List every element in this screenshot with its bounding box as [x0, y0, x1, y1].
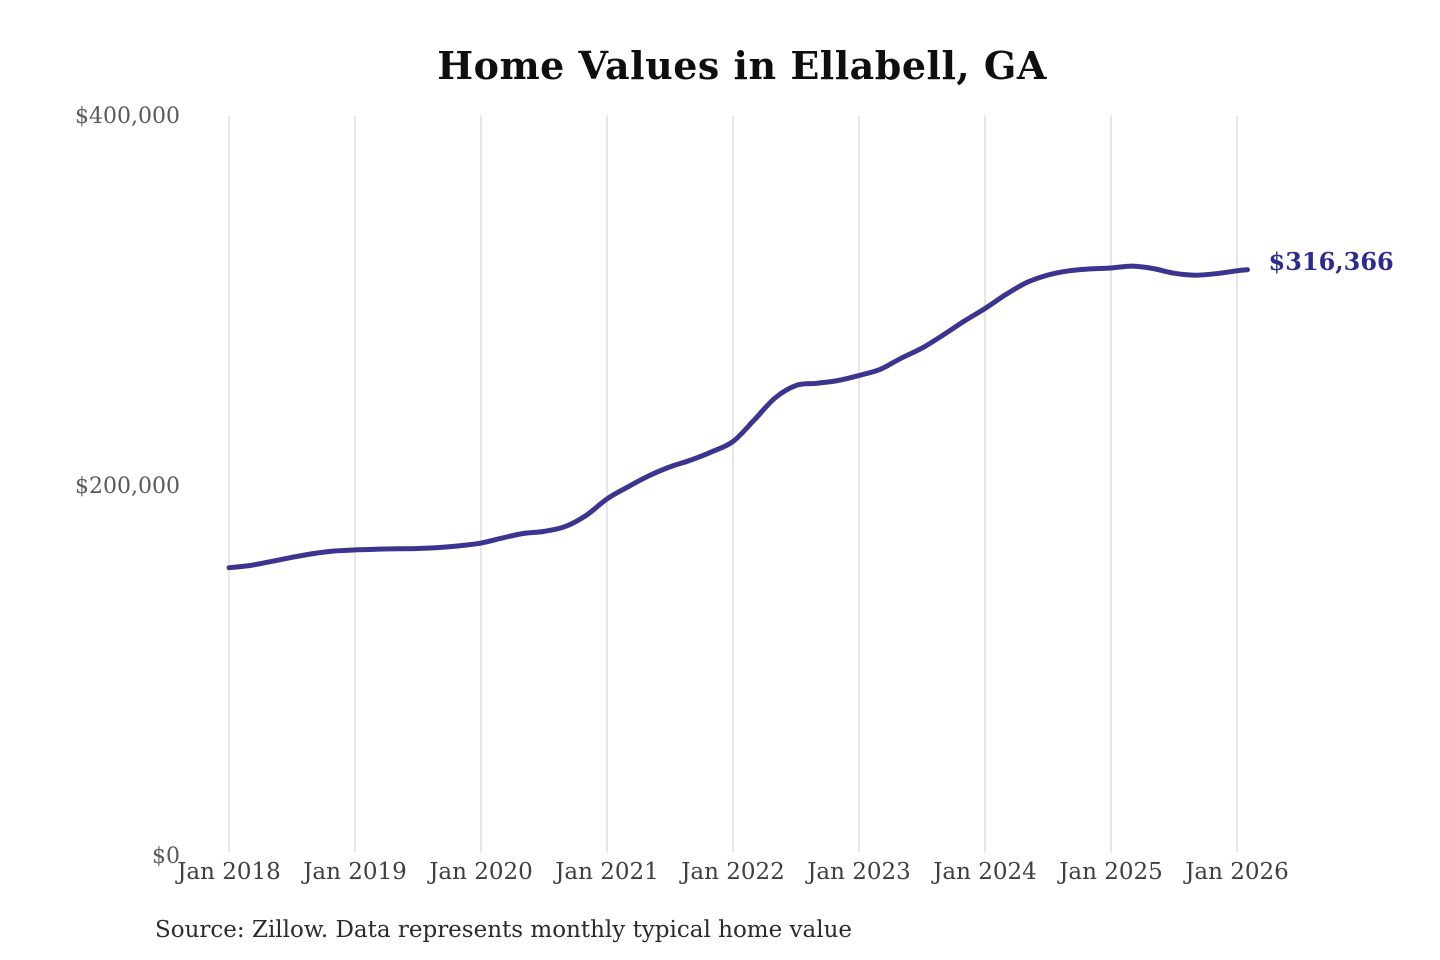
y-axis-tick-labels: $0 $200,000 $400,000	[75, 104, 180, 869]
chart-title: Home Values in Ellabell, GA	[437, 43, 1047, 88]
y-tick-label: $400,000	[75, 104, 180, 129]
x-tick-label: Jan 2021	[553, 859, 659, 885]
x-tick-label: Jan 2018	[175, 859, 281, 885]
y-tick-label: $200,000	[75, 474, 180, 499]
x-tick-label: Jan 2022	[679, 859, 785, 885]
x-tick-label: Jan 2023	[805, 859, 911, 885]
end-value-label: $316,366	[1269, 247, 1394, 276]
x-tick-label: Jan 2025	[1057, 859, 1163, 885]
gridlines	[228, 116, 1238, 852]
x-axis-tick-labels: Jan 2018 Jan 2019 Jan 2020 Jan 2021 Jan 2022…	[175, 859, 1289, 885]
x-tick-label: Jan 2024	[931, 859, 1037, 885]
x-tick-label: Jan 2020	[427, 859, 533, 885]
y-tick-label: $0	[152, 844, 180, 869]
x-tick-label: Jan 2019	[301, 859, 407, 885]
x-tick-label: Jan 2026	[1183, 859, 1289, 885]
source-note: Source: Zillow. Data represents monthly …	[155, 917, 853, 943]
home-value-trend-line	[226, 263, 1250, 571]
